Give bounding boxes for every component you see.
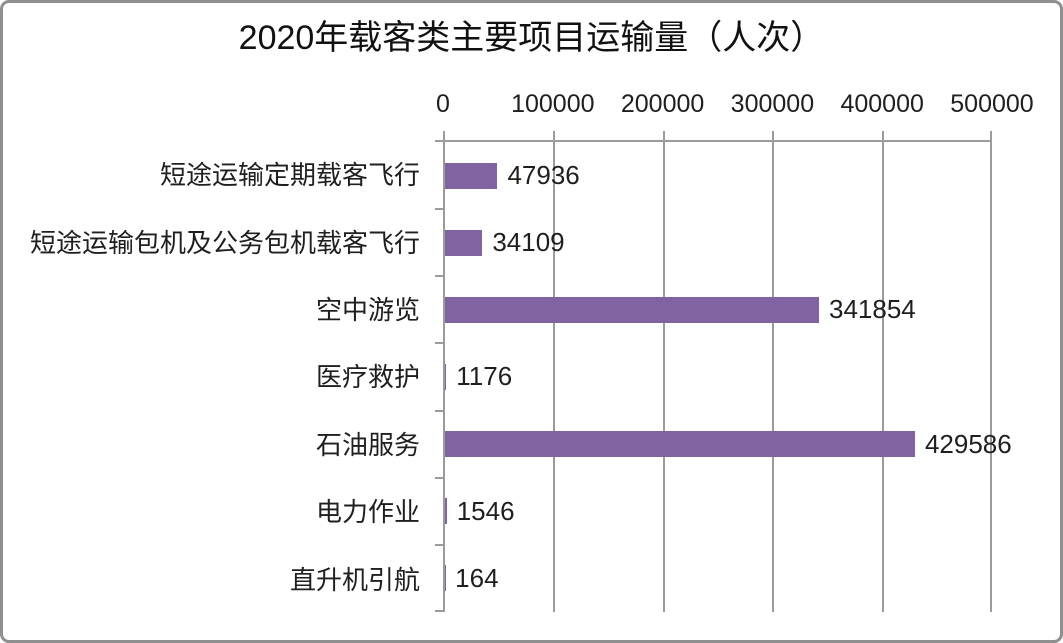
x-axis-tick	[881, 131, 884, 142]
y-axis-tick	[435, 140, 443, 142]
category-label: 石油服务	[315, 429, 420, 460]
category-row: 医疗救护	[0, 342, 431, 409]
value-label: 341854	[828, 294, 916, 325]
category-row: 直升机引航	[0, 545, 431, 612]
value-label: 164	[455, 562, 499, 593]
bar	[445, 296, 819, 323]
bar-row: 429586	[445, 411, 1012, 478]
x-axis-tick-label: 200000	[620, 90, 705, 118]
gridline	[553, 142, 556, 612]
x-axis-tick-label: 300000	[730, 90, 815, 118]
y-axis-tick	[435, 610, 443, 612]
bar	[445, 162, 498, 189]
x-axis-tick	[662, 131, 665, 142]
x-axis-tick	[443, 131, 445, 142]
category-label: 电力作业	[315, 497, 420, 528]
category-row: 空中游览	[0, 275, 431, 342]
bar-row: 34109	[445, 209, 992, 276]
bar	[445, 229, 483, 256]
category-label: 短途运输包机及公务包机载客飞行	[29, 227, 420, 258]
bar-row: 341854	[445, 276, 992, 343]
category-row: 短途运输包机及公务包机载客飞行	[0, 207, 431, 274]
plot-area: 47936 34109 341854 1176 429586 1546	[435, 131, 1012, 612]
x-axis-tick-label: 0	[436, 90, 450, 118]
bar	[445, 431, 915, 458]
y-axis-tick	[435, 342, 443, 345]
gridline	[990, 142, 992, 612]
category-label: 空中游览	[315, 295, 420, 326]
y-axis-category-labels: 短途运输定期载客飞行 短途运输包机及公务包机载客飞行 空中游览 医疗救护 石油服…	[0, 140, 431, 612]
value-label: 429586	[924, 428, 1012, 459]
gridline	[662, 142, 665, 612]
y-axis-tick	[435, 543, 443, 546]
bar-row: 47936	[445, 142, 992, 209]
value-label: 1176	[456, 361, 513, 392]
bar-row: 1546	[445, 478, 992, 545]
bar-row: 164	[445, 545, 992, 612]
x-axis-tick	[990, 131, 992, 142]
bar	[445, 363, 447, 390]
x-axis-tick-label: 500000	[950, 90, 1034, 118]
category-row: 短途运输定期载客飞行	[0, 140, 431, 207]
y-axis-tick	[435, 409, 443, 412]
category-label: 医疗救护	[315, 362, 420, 393]
category-label: 短途运输定期载客飞行	[159, 160, 420, 191]
value-label: 34109	[492, 227, 565, 258]
y-axis-tick	[435, 275, 443, 278]
value-label: 47936	[507, 160, 580, 191]
bar-rows: 47936 34109 341854 1176 429586 1546	[445, 142, 1012, 612]
chart-title: 2020年载客类主要项目运输量（人次）	[238, 19, 825, 57]
y-axis-tick	[435, 476, 443, 479]
x-axis-tick-label: 400000	[840, 90, 924, 118]
category-row: 石油服务	[0, 410, 431, 477]
x-axis: 0 100000 200000 300000 400000 500000	[436, 90, 1034, 120]
x-axis-tick	[553, 131, 556, 142]
gridline	[772, 142, 775, 612]
gridline	[881, 142, 884, 612]
x-axis-tick-label: 100000	[511, 90, 595, 118]
category-label: 直升机引航	[289, 564, 420, 595]
category-row: 电力作业	[0, 477, 431, 544]
bar	[445, 498, 447, 525]
y-axis-tick	[435, 208, 443, 211]
x-axis-tick	[772, 131, 775, 142]
bar-row: 1176	[445, 343, 992, 410]
value-label: 1546	[456, 495, 515, 526]
